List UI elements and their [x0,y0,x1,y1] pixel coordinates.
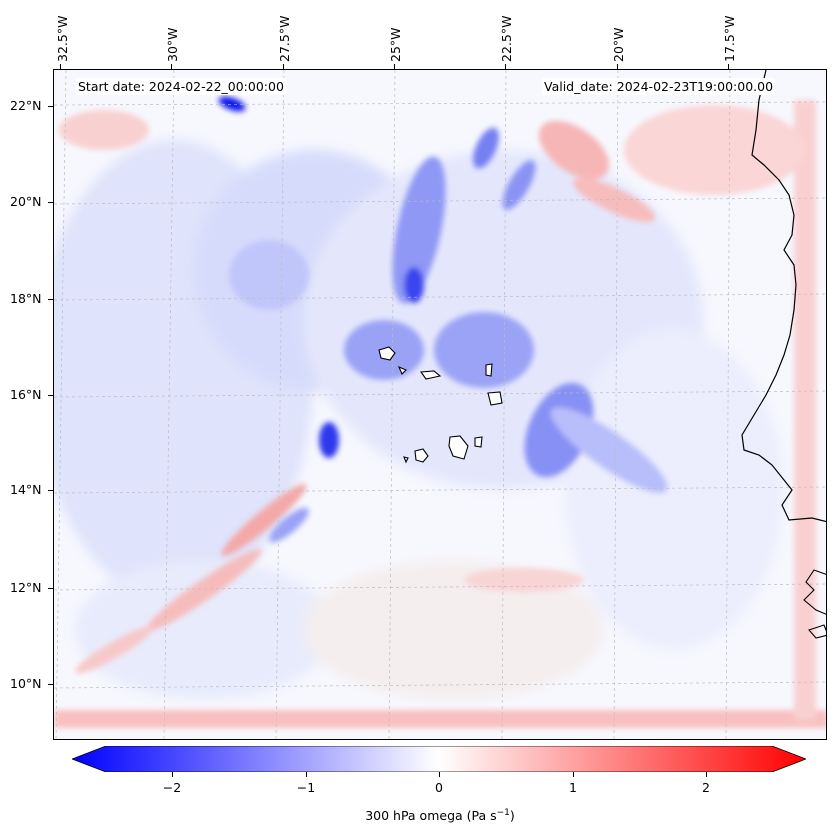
lon-label-32-5w: 32.5°W [55,15,70,62]
lon-tick [505,64,506,69]
lat-tick [48,684,53,685]
lat-label-16n: 16°N [10,387,42,402]
lon-label-17-5w: 17.5°W [722,15,737,62]
colorbar-tick [439,772,440,777]
lat-tick [48,395,53,396]
lat-tick [48,490,53,491]
colorbar-title-sup: −1 [496,808,510,818]
colorbar [72,746,806,772]
lat-label-12n: 12°N [10,580,42,595]
lat-label-18n: 18°N [10,291,42,306]
lat-label-22n: 22°N [10,98,42,113]
lon-tick [171,64,172,69]
colorbar-tick [306,772,307,777]
colorbar-title: 300 hPa omega (Pa s−1) [0,808,837,823]
colorbar-tick [706,772,707,777]
lat-label-10n: 10°N [10,676,42,691]
colorbar-label-1: 1 [569,780,577,795]
lon-label-27-5w: 27.5°W [277,15,292,62]
graticule [54,70,826,739]
colorbar-label-0: 0 [435,780,443,795]
colorbar-label-neg2: −2 [162,780,182,795]
lon-tick [728,64,729,69]
coastline-guinea [803,569,826,639]
lon-label-30w: 30°W [165,27,180,62]
lon-label-20w: 20°W [611,27,626,62]
colorbar-label-2: 2 [702,780,710,795]
colorbar-tick [573,772,574,777]
lon-tick [617,64,618,69]
start-date-label: Start date: 2024-02-22_00:00:00 [76,78,286,95]
lat-tick [48,588,53,589]
lat-label-14n: 14°N [10,482,42,497]
colorbar-title-end: ) [509,808,515,824]
cape-verde-islands [378,346,503,464]
colorbar-title-main: 300 hPa omega (Pa s [365,808,497,824]
negative-omega-areas [218,96,668,543]
lat-label-20n: 20°N [10,194,42,209]
lon-label-22-5w: 22.5°W [499,15,514,62]
valid-date-label: Valid_date: 2024-02-23T19:00:00.00 [542,78,776,95]
lon-tick [283,64,284,69]
colorbar-bar [72,746,806,772]
lat-tick [48,106,53,107]
lon-tick [60,64,61,69]
omega-map [53,69,827,740]
lat-tick [48,202,53,203]
colorbar-label-neg1: −1 [296,780,316,795]
lon-tick [394,64,395,69]
omega-field [54,70,826,739]
lat-tick [48,299,53,300]
colorbar-tick [172,772,173,777]
coastline-africa [741,70,826,523]
lon-label-25w: 25°W [388,27,403,62]
